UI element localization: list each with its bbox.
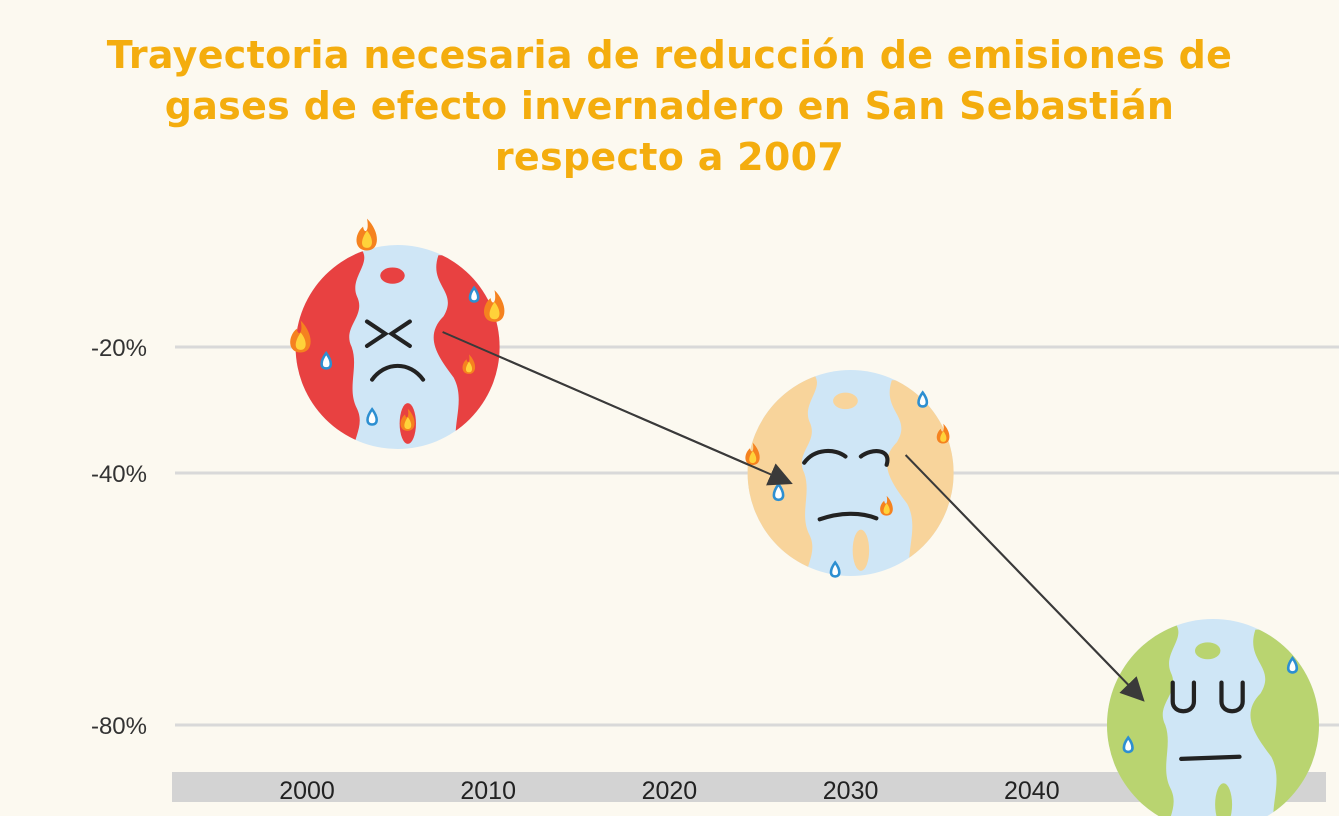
y-tick-label: -80%: [91, 713, 147, 740]
trend-arrow: [442, 331, 793, 486]
warm-earth-icon: [745, 370, 954, 578]
island-shape: [1215, 783, 1233, 816]
y-tick-label: -20%: [91, 335, 147, 362]
sweat-drop-icon: [1122, 735, 1134, 754]
sweat-drop-icon: [829, 560, 841, 578]
eye: [858, 449, 890, 467]
sweat-drop-icon: [366, 407, 378, 426]
title-line-1: Trayectoria necesaria de reducción de em…: [106, 33, 1233, 77]
x-tick-label: 2040: [1004, 777, 1060, 805]
island-shape: [1194, 642, 1221, 660]
x-tick-label: 2000: [279, 777, 335, 805]
eye: [387, 319, 412, 349]
mouth: [1179, 754, 1242, 762]
trend-arrow: [904, 454, 1145, 702]
continent-shape: [295, 245, 365, 449]
chart-title: Trayectoria necesaria de reducción de em…: [20, 30, 1319, 183]
sweat-drop-icon: [468, 285, 480, 303]
sweat-drop-icon: [917, 390, 929, 408]
island-shape: [852, 529, 870, 571]
x-tick-label: 2010: [460, 777, 516, 805]
x-tick-label: 2020: [642, 777, 698, 805]
island-shape: [833, 392, 858, 410]
sweat-drop-icon: [772, 482, 785, 502]
cool-earth-icon: [1107, 619, 1319, 816]
eye: [802, 448, 848, 465]
y-tick-label: -40%: [91, 461, 147, 488]
hot-earth-icon: [290, 218, 505, 449]
eye: [1170, 680, 1197, 714]
eye: [364, 319, 390, 349]
eye: [1219, 680, 1245, 714]
title-line-2: gases de efecto invernadero en San Sebas…: [164, 84, 1175, 128]
title-line-3: respecto a 2007: [494, 135, 845, 179]
sweat-drop-icon: [1286, 655, 1299, 674]
mouth: [817, 511, 879, 522]
sweat-drop-icon: [320, 350, 333, 370]
island-shape: [380, 267, 405, 284]
x-tick-label: 2030: [823, 777, 879, 805]
mouth: [370, 363, 426, 382]
